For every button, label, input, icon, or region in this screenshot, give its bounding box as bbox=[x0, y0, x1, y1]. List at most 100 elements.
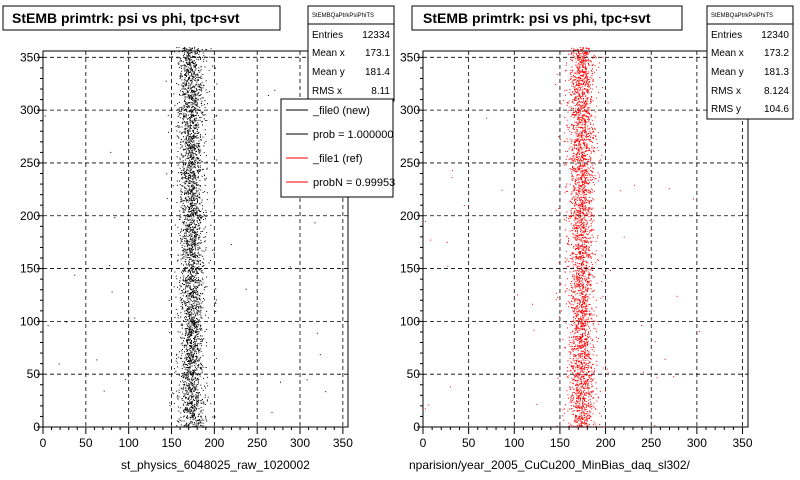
scatter-point bbox=[181, 107, 183, 109]
scatter-point bbox=[190, 230, 192, 232]
scatter-point bbox=[200, 415, 202, 417]
scatter-point bbox=[194, 67, 196, 69]
scatter-point bbox=[586, 169, 588, 171]
scatter-point bbox=[581, 152, 583, 154]
scatter-point bbox=[195, 329, 197, 331]
scatter-point bbox=[198, 203, 200, 205]
scatter-point bbox=[580, 204, 582, 206]
scatter-point bbox=[591, 391, 593, 393]
scatter-point bbox=[185, 278, 187, 280]
scatter-point bbox=[190, 361, 191, 363]
scatter-point bbox=[582, 279, 584, 281]
scatter-point bbox=[190, 357, 191, 359]
scatter-point bbox=[189, 189, 191, 191]
scatter-point bbox=[574, 142, 576, 143]
scatter-point bbox=[194, 46, 196, 48]
scatter-point bbox=[581, 244, 583, 246]
scatter-point bbox=[586, 230, 588, 232]
scatter-point bbox=[191, 164, 193, 166]
scatter-point bbox=[585, 219, 586, 221]
scatter-point bbox=[189, 292, 191, 294]
scatter-point bbox=[198, 79, 199, 81]
scatter-point bbox=[182, 308, 184, 310]
scatter-point bbox=[179, 172, 181, 174]
scatter-point bbox=[306, 379, 308, 381]
scatter-point bbox=[187, 118, 189, 119]
scatter-point bbox=[192, 322, 193, 324]
scatter-point bbox=[202, 74, 204, 75]
scatter-point bbox=[180, 302, 182, 304]
scatter-point bbox=[583, 287, 585, 289]
scatter-point bbox=[576, 254, 578, 255]
scatter-point bbox=[193, 210, 195, 211]
scatter-point bbox=[598, 260, 600, 262]
scatter-point bbox=[186, 310, 188, 312]
scatter-point bbox=[569, 138, 571, 140]
scatter-point bbox=[590, 406, 592, 408]
scatter-point bbox=[567, 102, 569, 104]
scatter-point bbox=[578, 160, 580, 162]
scatter-point bbox=[565, 164, 567, 166]
scatter-point bbox=[189, 239, 191, 241]
scatter-point bbox=[588, 81, 590, 83]
scatter-point bbox=[198, 194, 200, 195]
scatter-point bbox=[580, 219, 582, 221]
scatter-point bbox=[197, 215, 199, 217]
scatter-point bbox=[582, 127, 584, 129]
scatter-point bbox=[583, 344, 585, 346]
scatter-point bbox=[173, 93, 175, 95]
scatter-point bbox=[179, 58, 181, 60]
scatter-point bbox=[199, 196, 200, 198]
scatter-point bbox=[195, 111, 197, 113]
scatter-point bbox=[195, 323, 197, 325]
scatter-point bbox=[186, 415, 188, 417]
plot-frame-right bbox=[422, 50, 749, 428]
scatter-point bbox=[195, 286, 197, 287]
scatter-point bbox=[589, 231, 591, 233]
scatter-point bbox=[575, 248, 577, 249]
scatter-point bbox=[197, 175, 199, 177]
scatter-point bbox=[197, 389, 199, 391]
scatter-point bbox=[587, 237, 589, 239]
scatter-point bbox=[589, 197, 591, 199]
scatter-point bbox=[576, 212, 578, 213]
scatter-point bbox=[188, 157, 190, 159]
scatter-point bbox=[198, 350, 199, 352]
scatter-point bbox=[577, 214, 579, 216]
scatter-point bbox=[170, 254, 172, 255]
scatter-point bbox=[184, 302, 186, 304]
scatter-point bbox=[570, 324, 572, 326]
scatter-point bbox=[575, 82, 577, 84]
scatter-point bbox=[591, 200, 593, 201]
scatter-point bbox=[198, 419, 200, 421]
scatter-point bbox=[196, 97, 197, 99]
stats-box-left: StEMBQaPtrkPsiPhiTS Entries 12334 Mean x… bbox=[307, 5, 395, 102]
scatter-point bbox=[588, 366, 590, 368]
scatter-point bbox=[571, 208, 573, 210]
scatter-point bbox=[187, 319, 189, 321]
scatter-point bbox=[187, 72, 189, 74]
scatter-point bbox=[170, 382, 172, 384]
scatter-point bbox=[191, 255, 193, 257]
scatter-point bbox=[182, 269, 184, 271]
scatter-point bbox=[169, 402, 171, 404]
scatter-point bbox=[200, 338, 202, 340]
scatter-point bbox=[182, 172, 184, 174]
scatter-point bbox=[187, 90, 189, 92]
scatter-point bbox=[201, 329, 203, 331]
scatter-point bbox=[583, 206, 585, 208]
scatter-point bbox=[191, 321, 193, 322]
scatter-point bbox=[179, 157, 181, 159]
scatter-point bbox=[213, 119, 215, 121]
scatter-point bbox=[189, 208, 190, 210]
scatter-point bbox=[204, 114, 206, 116]
scatter-point bbox=[193, 323, 195, 325]
scatter-point bbox=[197, 279, 199, 281]
scatter-point bbox=[195, 293, 196, 295]
scatter-point bbox=[579, 341, 581, 343]
scatter-point bbox=[189, 364, 191, 365]
scatter-point bbox=[184, 121, 186, 122]
scatter-point bbox=[191, 354, 193, 356]
scatter-point bbox=[200, 83, 201, 85]
scatter-point bbox=[576, 122, 578, 124]
